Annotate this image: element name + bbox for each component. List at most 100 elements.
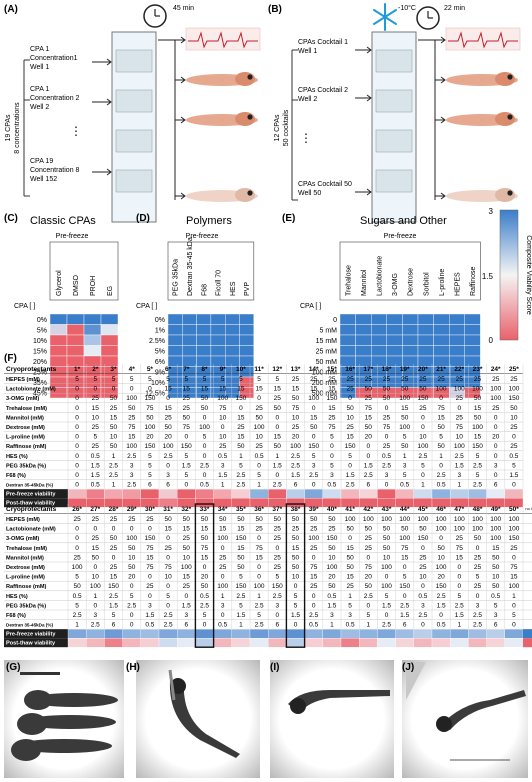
table-cell: 10 <box>419 574 427 581</box>
table-cell: 0 <box>312 554 316 561</box>
heatmap-cell <box>196 355 212 367</box>
viability-cell <box>286 638 305 648</box>
table-cell: 50 <box>183 414 191 421</box>
table-row-label: L-proline (mM) <box>6 435 45 441</box>
heatmap-cell <box>210 355 226 367</box>
table-cell: 3 <box>148 602 152 609</box>
table-cell: 50 <box>292 554 300 561</box>
viability-cell <box>431 638 451 648</box>
heatmap-column-label: Ficoll 70 <box>216 270 223 296</box>
table-cell: 1.5 <box>236 612 245 619</box>
table-cell: 20 <box>365 434 373 441</box>
table-cell: 0 <box>494 472 498 479</box>
side-label-b2: 50 cocktails <box>283 109 290 146</box>
table-cell: 25 <box>365 535 373 542</box>
table-cell: 100 <box>326 564 337 571</box>
table-cell: 100 <box>308 535 319 542</box>
table-cell: 2.5 <box>127 482 136 489</box>
table-cell: 15 <box>310 414 318 421</box>
heatmap-cell <box>182 324 197 336</box>
table-cell: 25 <box>183 535 191 542</box>
table-cell: 25 <box>292 376 300 383</box>
table-cell: 15 <box>237 386 245 393</box>
table-cell: 15 <box>346 574 354 581</box>
panel-letter-e: (E) <box>282 213 295 224</box>
table-cell: 50 <box>437 545 445 552</box>
panel-letter-c: (C) <box>4 213 18 224</box>
heatmap-cell <box>100 387 119 399</box>
table-cell: 2.5 <box>418 453 427 460</box>
table-cell: 150 <box>308 443 319 450</box>
table-cell: 75 <box>310 564 318 571</box>
table-cell: 0 <box>330 443 334 450</box>
heatmap-polymers: PEG 35kDa Dextran 35-45 kDa F68 Ficoll 70 HE… <box>145 237 255 399</box>
heatmap-cell <box>100 345 119 357</box>
viability-cell <box>67 489 87 499</box>
viability-cell <box>468 629 487 639</box>
cocktail-id: 41* <box>345 506 355 513</box>
panel-letter-a: (A) <box>4 4 18 15</box>
table-cell: 2.5 <box>164 612 173 619</box>
table-cell: 15 <box>183 386 191 393</box>
cocktail-id: 17* <box>363 366 373 373</box>
table-cell: 15 <box>274 434 282 441</box>
table-cell: 10 <box>219 414 227 421</box>
table-cell: 50 <box>274 443 282 450</box>
table-cell: 1 <box>112 453 116 460</box>
table-cell: 1.5 <box>437 602 446 609</box>
table-cell: 3 <box>457 472 461 479</box>
a-row1-line2: Concentration1 <box>30 55 78 62</box>
table-cell: 5 <box>494 602 498 609</box>
table-cell: 25 <box>437 376 445 383</box>
table-cell: 150 <box>326 535 337 542</box>
cocktail-id: 4* <box>129 366 136 373</box>
table-cell: 25 <box>92 535 100 542</box>
table-cell: 50 <box>183 516 191 523</box>
heatmap-cell <box>355 313 372 325</box>
table-cell: 0 <box>275 612 279 619</box>
table-cell: 2.5 <box>127 453 136 460</box>
heatmap-cell <box>66 324 85 336</box>
table-cell: 0 <box>494 414 498 421</box>
table-cell: 3 <box>330 472 334 479</box>
table-cell: 50 <box>365 386 373 393</box>
heatmap-cell <box>433 313 450 325</box>
viability-cell <box>340 629 360 639</box>
table-cell: 50 <box>492 554 500 561</box>
table-cell: 0 <box>457 583 461 590</box>
heatmap-column-label: EG <box>107 286 114 296</box>
viability-cell <box>213 629 232 639</box>
table-row-label: Lactobionate (mM) <box>6 387 56 393</box>
viability-cell <box>486 489 505 499</box>
table-cell: 5 <box>148 462 152 469</box>
table-cell: 150 <box>417 535 428 542</box>
table-cell: 100 <box>454 443 465 450</box>
table-cell: 2.5 <box>473 482 482 489</box>
table-cell: 1 <box>93 593 97 600</box>
table-cell: 50 <box>365 526 373 533</box>
table-cell: 0 <box>476 593 480 600</box>
table-row-label: F68 (%) <box>6 473 26 479</box>
heatmap-cell <box>66 334 85 346</box>
table-cell: 75 <box>365 405 373 412</box>
table-cell: 25 <box>146 583 154 590</box>
table-cell: 6 <box>494 622 498 629</box>
table-cell: 15 <box>474 405 482 412</box>
table-cell: 0.5 <box>418 593 427 600</box>
table-cell: 150 <box>235 395 246 402</box>
viability-cell <box>213 638 232 648</box>
table-cell: 50 <box>346 405 354 412</box>
larva-illustration-b <box>446 72 518 202</box>
table-cell: 0 <box>348 535 352 542</box>
table-cell: 100 <box>217 395 228 402</box>
table-cell: 50 <box>110 395 118 402</box>
table-cell: 25 <box>274 554 282 561</box>
table-cell: 1 <box>439 453 443 460</box>
table-cell: 25 <box>419 405 427 412</box>
viability-cell <box>122 489 141 499</box>
table-cell: 5 <box>512 462 516 469</box>
table-cell: 5 <box>421 462 425 469</box>
clock-icon-b <box>416 6 440 30</box>
table-cell: 50 <box>346 564 354 571</box>
table-cell: 100 <box>199 424 210 431</box>
